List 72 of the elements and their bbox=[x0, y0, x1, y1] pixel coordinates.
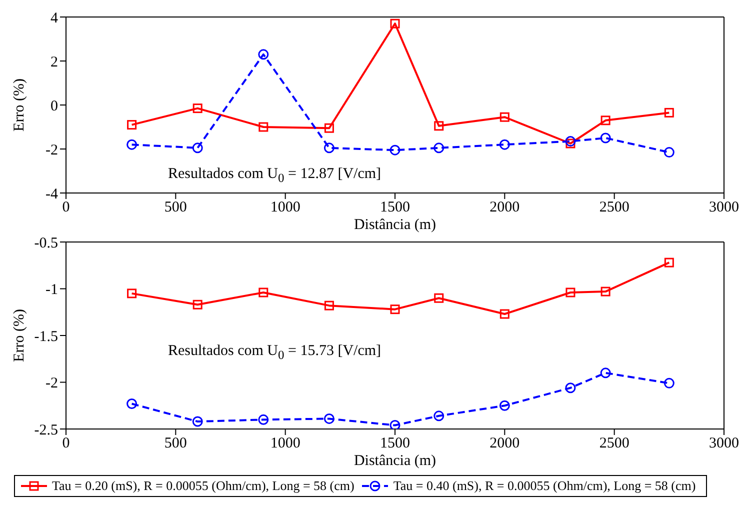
point bbox=[600, 368, 611, 378]
point bbox=[258, 49, 269, 60]
y-tick-label: -4 bbox=[46, 186, 58, 202]
point bbox=[434, 142, 444, 154]
point bbox=[324, 142, 334, 154]
x-tick-label: 2000 bbox=[490, 436, 520, 452]
point bbox=[500, 112, 510, 122]
x-tick-label: 2500 bbox=[599, 200, 630, 216]
x-tick-label: 2500 bbox=[599, 436, 630, 452]
point bbox=[565, 382, 576, 394]
point bbox=[566, 288, 576, 298]
x-tick-label: 500 bbox=[164, 200, 187, 216]
point bbox=[499, 400, 510, 411]
point bbox=[324, 300, 334, 310]
y-tick-label: -1.5 bbox=[34, 328, 58, 345]
x-tick-label: 3000 bbox=[709, 200, 739, 216]
point bbox=[664, 258, 674, 268]
point bbox=[600, 286, 610, 296]
point bbox=[126, 398, 138, 410]
x-axis-title: Distância (m) bbox=[354, 217, 436, 233]
x-tick-label: 0 bbox=[62, 200, 70, 216]
point bbox=[127, 120, 137, 130]
point bbox=[664, 378, 674, 388]
point bbox=[600, 132, 611, 144]
point bbox=[390, 18, 400, 28]
point bbox=[258, 288, 268, 298]
y-tick-label: -1 bbox=[46, 282, 58, 298]
y-tick-label: -2 bbox=[46, 142, 58, 158]
point bbox=[258, 122, 268, 132]
point bbox=[324, 123, 334, 133]
point bbox=[499, 139, 510, 150]
point bbox=[192, 142, 203, 154]
x-tick-label: 1000 bbox=[270, 436, 300, 452]
x-tick-label: 3000 bbox=[709, 436, 739, 452]
point bbox=[565, 136, 576, 147]
y-tick-label: -2 bbox=[46, 376, 58, 392]
point bbox=[434, 121, 444, 131]
x-tick-label: 500 bbox=[164, 436, 187, 452]
legend-label: Tau = 0.20 (mS), R = 0.00055 (Ohm/cm), Long = 58 (cm) bbox=[52, 478, 354, 494]
x-tick-label: 1000 bbox=[270, 200, 300, 216]
point bbox=[500, 309, 510, 319]
point bbox=[600, 116, 610, 126]
point bbox=[566, 138, 576, 148]
point bbox=[192, 300, 202, 310]
x-tick-label: 0 bbox=[62, 436, 70, 452]
y-axis-title: Erro (%) bbox=[11, 309, 28, 362]
point bbox=[664, 147, 674, 158]
point bbox=[192, 416, 203, 427]
point bbox=[390, 304, 400, 314]
point bbox=[390, 420, 400, 429]
annotation: Resultados com U$_{0}$ = 12.87 [V/cm] bbox=[168, 166, 382, 186]
point bbox=[324, 413, 334, 424]
point bbox=[434, 410, 444, 422]
legend-label: Tau = 0.40 (mS), R = 0.00055 (Ohm/cm), Long = 58 (cm) bbox=[393, 478, 696, 494]
point bbox=[192, 104, 202, 114]
x-tick-label: 2000 bbox=[490, 200, 520, 216]
point bbox=[390, 144, 400, 156]
y-tick-label: 2 bbox=[50, 54, 58, 70]
y-tick-label: -0.5 bbox=[34, 235, 58, 252]
point bbox=[434, 293, 444, 303]
y-tick-label: -2.5 bbox=[34, 422, 58, 438]
x-tick-label: 1500 bbox=[380, 200, 410, 216]
point bbox=[664, 108, 674, 118]
y-tick-label: 4 bbox=[50, 10, 58, 26]
point bbox=[127, 288, 137, 298]
x-axis-title: Distância (m) bbox=[354, 453, 436, 469]
point bbox=[126, 139, 138, 150]
y-tick-label: 0 bbox=[50, 98, 58, 114]
y-axis-title: Erro (%) bbox=[11, 78, 28, 132]
x-tick-label: 1500 bbox=[380, 436, 410, 452]
point bbox=[258, 414, 269, 425]
annotation: Resultados com U$_{0}$ = 15.73 [V/cm] bbox=[168, 343, 382, 363]
